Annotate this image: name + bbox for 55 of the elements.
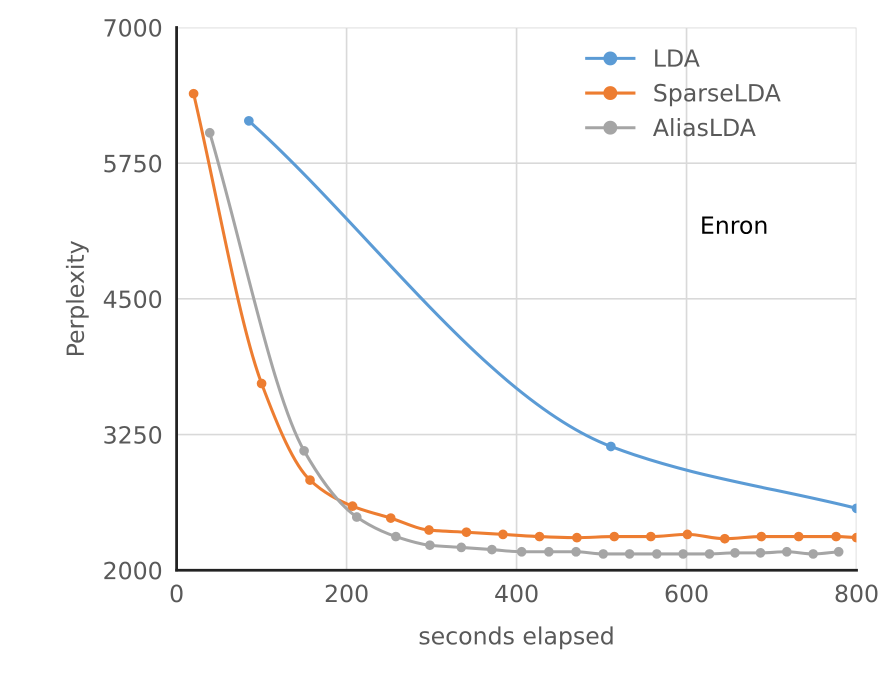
legend-label: AliasLDA xyxy=(652,118,756,136)
y-tick-label: 4500 xyxy=(104,290,162,308)
x-tick-label: 200 xyxy=(326,584,368,602)
point xyxy=(606,442,616,452)
point xyxy=(652,549,662,559)
y-tick-label: 5750 xyxy=(104,154,162,172)
point xyxy=(188,88,198,99)
point xyxy=(598,549,608,559)
x-tick-label: 800 xyxy=(836,584,878,602)
x-axis-title: seconds elapsed xyxy=(420,626,613,650)
point xyxy=(682,530,692,540)
point xyxy=(646,532,656,542)
x-tick-label: 0 xyxy=(170,584,183,602)
y-tick-label: 3250 xyxy=(104,426,162,444)
point xyxy=(424,525,434,535)
point xyxy=(609,532,620,542)
point xyxy=(834,546,844,557)
point xyxy=(425,540,435,550)
point xyxy=(386,513,396,523)
point xyxy=(352,512,362,522)
point xyxy=(498,530,508,540)
point xyxy=(204,128,215,138)
legend-label: LDA xyxy=(655,49,700,67)
x-tick-label: 600 xyxy=(666,584,708,602)
point xyxy=(256,378,266,388)
point xyxy=(678,549,688,559)
point xyxy=(544,546,554,557)
point xyxy=(572,532,582,543)
x-tick-label: 400 xyxy=(495,584,538,602)
point xyxy=(756,532,766,542)
point xyxy=(299,446,309,456)
y-tick-label: 2000 xyxy=(104,562,162,580)
point xyxy=(456,542,466,552)
annotation: Enron xyxy=(702,216,766,234)
point xyxy=(756,548,766,558)
point xyxy=(516,546,527,557)
point xyxy=(720,534,730,544)
legend-label: SparseLDA xyxy=(654,84,781,106)
point xyxy=(808,549,818,559)
point xyxy=(624,549,634,559)
y-tick-label: 7000 xyxy=(104,18,162,37)
point xyxy=(571,546,581,557)
point xyxy=(704,549,714,559)
point xyxy=(391,532,401,542)
point xyxy=(462,527,472,538)
point xyxy=(348,501,358,512)
point xyxy=(794,532,804,542)
point xyxy=(534,532,544,542)
point xyxy=(487,544,497,554)
point xyxy=(244,116,254,126)
point xyxy=(730,548,740,558)
point xyxy=(305,475,315,485)
point xyxy=(782,546,792,557)
point xyxy=(831,532,841,542)
y-axis-title: Perplexity xyxy=(66,241,89,356)
